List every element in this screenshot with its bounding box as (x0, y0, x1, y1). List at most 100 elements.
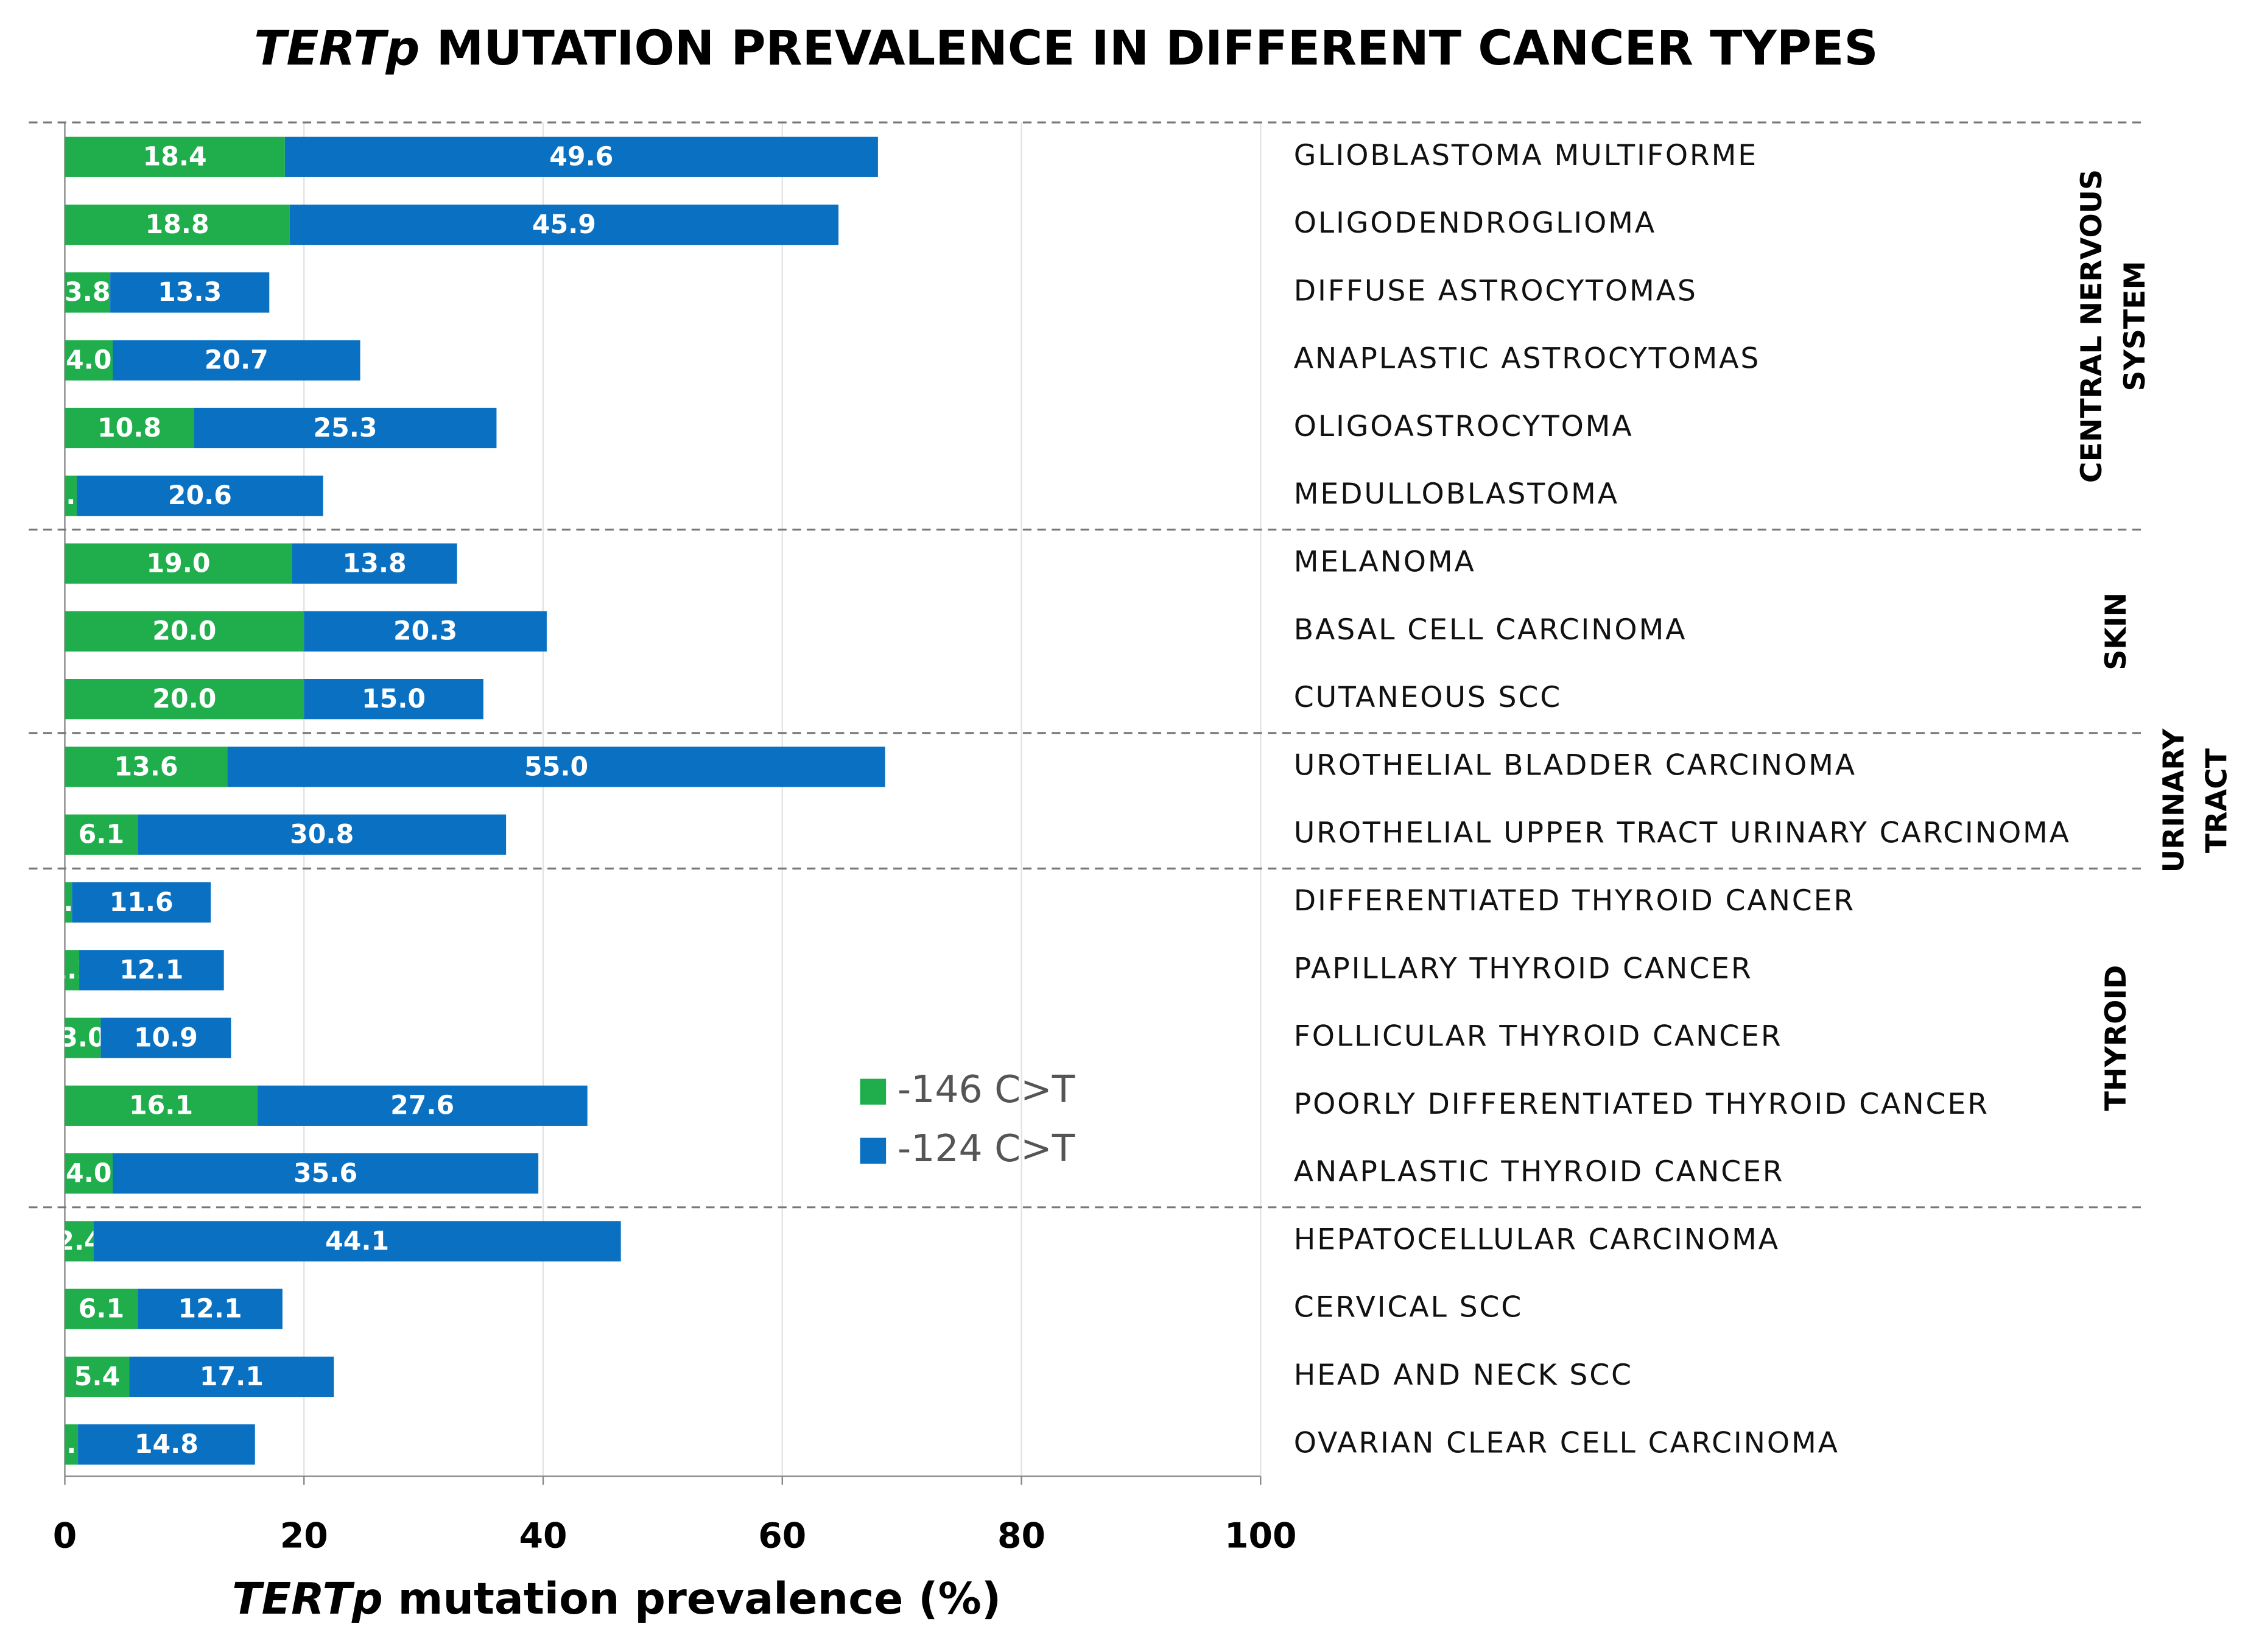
x-tick-label: 80 (997, 1516, 1045, 1556)
value-label: 5.4 (74, 1362, 120, 1392)
bar-segment (79, 950, 224, 991)
value-label: 4.0 (66, 1158, 111, 1189)
value-label: 13.8 (343, 548, 407, 578)
legend-label: -146 C>T (898, 1067, 1075, 1111)
bar-segment (65, 272, 111, 313)
bar-segment (65, 1356, 130, 1397)
bar-segment (65, 204, 290, 245)
category-label: OVARIAN CLEAR CELL CARCINOMA (1294, 1426, 1839, 1460)
bar-segment (113, 1153, 539, 1194)
bar-segment (138, 814, 507, 855)
value-label: 3.8 (65, 277, 110, 308)
value-label: 19.0 (146, 548, 210, 578)
value-label: 4.0 (66, 345, 111, 376)
group-label: URINARY (2157, 728, 2191, 873)
value-label: 10.9 (134, 1022, 198, 1053)
category-label: BASAL CELL CARCINOMA (1294, 613, 1687, 647)
group-label: THYROID (2099, 965, 2133, 1111)
bar-segment (65, 543, 292, 584)
bar-segment (194, 407, 497, 449)
category-label: POORLY DIFFERENTIATED THYROID CANCER (1294, 1088, 1989, 1121)
bar-segment (138, 1288, 283, 1329)
legend-swatch (860, 1078, 887, 1105)
bar-segment (93, 1221, 621, 1262)
category-label: HEPATOCELLULAR CARCINOMA (1294, 1223, 1780, 1256)
value-label: 30.8 (290, 820, 354, 850)
bar-segment (65, 679, 304, 720)
bars: 18.4 49.618.8 45.93.8 13.34.0 20.710.8 25.31.… (60, 136, 885, 1465)
value-label: 12.1 (119, 955, 183, 985)
bar-segment (65, 407, 194, 449)
category-label: OLIGOASTROCYTOMA (1294, 410, 1634, 443)
bar-segment (65, 1424, 79, 1465)
category-label: MELANOMA (1294, 546, 1476, 579)
bar-segment (65, 1153, 113, 1194)
bar-segment (65, 747, 228, 787)
value-label: 12.1 (178, 1294, 242, 1324)
value-label: 13.3 (158, 277, 222, 308)
category-label: ANAPLASTIC THYROID CANCER (1294, 1155, 1785, 1189)
bar-segment (304, 611, 547, 652)
x-tick-label: 100 (1224, 1516, 1297, 1556)
group-label: TRACT (2201, 748, 2234, 853)
value-label: 20.6 (168, 480, 232, 511)
value-label: 18.4 (143, 142, 207, 172)
value-label: 25.3 (313, 413, 377, 443)
bar-segment (65, 1018, 101, 1058)
value-label: 27.6 (390, 1091, 454, 1121)
category-label: UROTHELIAL BLADDER CARCINOMA (1294, 748, 1857, 782)
value-label: 20.3 (393, 616, 457, 647)
value-label: 3.0 (60, 1022, 105, 1053)
bar-segment (292, 543, 457, 584)
bar-segment (65, 1288, 138, 1329)
bar-segment (227, 747, 885, 787)
bar-segment (289, 204, 839, 245)
category-label: GLIOBLASTOMA MULTIFORME (1294, 139, 1758, 172)
bar-segment (65, 476, 77, 516)
x-tick-label: 40 (519, 1516, 567, 1556)
chart-title: TERTp MUTATION PREVALENCE IN DIFFERENT C… (254, 22, 1878, 77)
x-tick-label: 0 (53, 1516, 77, 1556)
x-axis-label: TERTp mutation prevalence (%) (232, 1573, 1001, 1624)
value-label: 6.1 (79, 820, 124, 850)
value-label: 45.9 (532, 209, 596, 240)
category-label: OLIGODENDROGLIOMA (1294, 206, 1656, 240)
value-label: 11.6 (110, 887, 174, 918)
bar-segment (129, 1356, 334, 1397)
category-label: CUTANEOUS SCC (1294, 681, 1562, 714)
category-label: UROTHELIAL UPPER TRACT URINARY CARCINOMA (1294, 817, 2071, 850)
legend-label: -124 C>T (898, 1127, 1075, 1170)
value-label: 13.6 (114, 751, 178, 782)
bar-segment (257, 1085, 588, 1126)
bar-segment (78, 1424, 255, 1465)
value-label: 6.1 (79, 1294, 124, 1324)
value-label: 16.1 (129, 1091, 193, 1121)
bar-segment (65, 1085, 258, 1126)
bar-segment (113, 340, 360, 381)
category-label: ANAPLASTIC ASTROCYTOMAS (1294, 342, 1760, 376)
group-label: SKIN (2099, 592, 2133, 670)
category-label: MEDULLOBLASTOMA (1294, 477, 1619, 511)
category-label: PAPILLARY THYROID CANCER (1294, 952, 1753, 985)
bar-segment (65, 136, 285, 177)
value-label: 15.0 (362, 684, 426, 714)
group-label: SYSTEM (2118, 261, 2152, 391)
value-label: 10.8 (97, 413, 161, 443)
value-label: 20.7 (205, 345, 269, 376)
value-label: 49.6 (549, 142, 613, 172)
legend-swatch (860, 1137, 887, 1164)
bar-segment (100, 1018, 231, 1058)
x-tick-label: 60 (758, 1516, 806, 1556)
bar-segment (65, 814, 138, 855)
bar-segment (110, 272, 270, 313)
group-label: CENTRAL NERVOUS (2075, 169, 2109, 483)
value-label: 35.6 (293, 1158, 357, 1189)
category-label: HEAD AND NECK SCC (1294, 1359, 1633, 1392)
bar-segment (65, 611, 304, 652)
value-label: 18.8 (146, 209, 209, 240)
value-label: 20.0 (152, 616, 216, 647)
bar-segment (65, 1221, 94, 1262)
bar-segment (72, 882, 211, 923)
category-label: CERVICAL SCC (1294, 1291, 1523, 1324)
